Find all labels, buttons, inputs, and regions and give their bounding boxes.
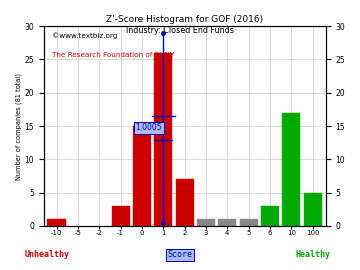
Text: ©www.textbiz.org: ©www.textbiz.org — [52, 32, 118, 39]
Bar — [261, 206, 279, 226]
Bar — [303, 193, 322, 226]
Text: Industry: Closed End Funds: Industry: Closed End Funds — [126, 26, 234, 35]
Text: Healthy: Healthy — [296, 250, 331, 259]
Bar — [176, 179, 194, 226]
Bar — [48, 219, 66, 226]
Text: The Research Foundation of SUNY: The Research Foundation of SUNY — [52, 52, 175, 58]
Bar — [133, 126, 151, 226]
Title: Z'-Score Histogram for GOF (2016): Z'-Score Histogram for GOF (2016) — [106, 15, 263, 24]
Bar — [154, 53, 172, 226]
Y-axis label: Number of companies (81 total): Number of companies (81 total) — [15, 73, 22, 180]
Text: Unhealthy: Unhealthy — [24, 250, 69, 259]
Bar — [240, 219, 258, 226]
Bar — [282, 113, 301, 226]
Bar — [112, 206, 130, 226]
Text: 1.0005: 1.0005 — [136, 123, 162, 132]
Text: Score: Score — [167, 250, 193, 259]
Bar — [197, 219, 215, 226]
Bar — [218, 219, 237, 226]
